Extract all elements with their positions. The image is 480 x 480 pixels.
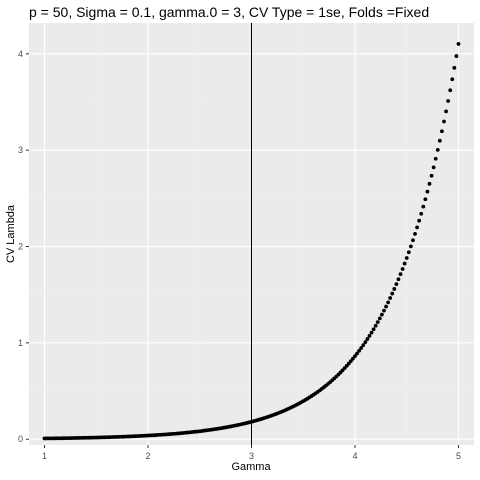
- x-tick-label: 2: [146, 451, 151, 461]
- y-tick-label: 0: [18, 434, 23, 444]
- y-tick-label: 3: [18, 145, 23, 155]
- data-point: [353, 354, 357, 359]
- data-point: [442, 119, 446, 124]
- data-point: [408, 244, 413, 249]
- data-point: [377, 316, 382, 321]
- data-point: [404, 256, 409, 260]
- data-point: [400, 267, 405, 271]
- data-point: [444, 109, 448, 114]
- data-point: [386, 300, 391, 305]
- data-point: [375, 320, 380, 325]
- data-point: [411, 238, 415, 243]
- data-point: [446, 99, 451, 103]
- data-point: [365, 337, 370, 341]
- data-point: [452, 65, 457, 70]
- x-tick-label: 5: [456, 451, 461, 461]
- data-point: [421, 204, 426, 209]
- chart-title: p = 50, Sigma = 0.1, gamma.0 = 3, CV Typ…: [29, 4, 429, 20]
- data-point: [384, 304, 388, 309]
- data-point: [373, 323, 378, 328]
- data-point: [394, 282, 399, 287]
- data-point: [413, 232, 417, 236]
- points-layer: [42, 42, 461, 441]
- x-tick-label: 4: [352, 451, 357, 461]
- data-point: [396, 277, 401, 282]
- data-point: [361, 343, 366, 348]
- data-point: [369, 330, 374, 335]
- data-point: [357, 348, 362, 353]
- data-point: [390, 291, 395, 296]
- x-tick-label: 3: [249, 451, 254, 461]
- x-tick-label: 1: [42, 451, 47, 461]
- data-point: [382, 308, 386, 313]
- data-point: [398, 272, 403, 277]
- data-point: [367, 333, 372, 338]
- y-tick-label: 4: [18, 49, 23, 59]
- y-tick-label: 1: [18, 338, 23, 348]
- x-axis-title: Gamma: [231, 461, 271, 473]
- y-tick-label: 2: [18, 242, 23, 252]
- data-point: [435, 147, 440, 152]
- y-axis: 0 1 2 3 4: [18, 49, 29, 444]
- data-point: [423, 197, 428, 202]
- data-point: [429, 173, 434, 178]
- y-axis-title: CV Lambda: [5, 204, 17, 263]
- data-point: [355, 351, 359, 356]
- data-point: [448, 88, 453, 93]
- data-point: [425, 189, 430, 194]
- data-point: [351, 356, 355, 361]
- x-axis: 1 2 3 4 5: [42, 445, 461, 461]
- data-point: [454, 54, 459, 58]
- data-point: [406, 250, 411, 255]
- data-point: [415, 225, 419, 230]
- data-point: [392, 287, 397, 291]
- data-point: [456, 42, 461, 46]
- data-point: [417, 218, 422, 223]
- data-point: [437, 138, 442, 143]
- data-point: [363, 340, 368, 345]
- data-point: [379, 312, 384, 317]
- data-point: [371, 327, 376, 332]
- data-point: [433, 156, 438, 161]
- data-point: [419, 211, 424, 216]
- data-point: [388, 296, 393, 300]
- data-point: [359, 346, 364, 350]
- data-point: [427, 181, 432, 186]
- data-point: [431, 165, 436, 170]
- data-point: [402, 261, 407, 266]
- data-point: [450, 77, 455, 82]
- data-point: [440, 129, 444, 134]
